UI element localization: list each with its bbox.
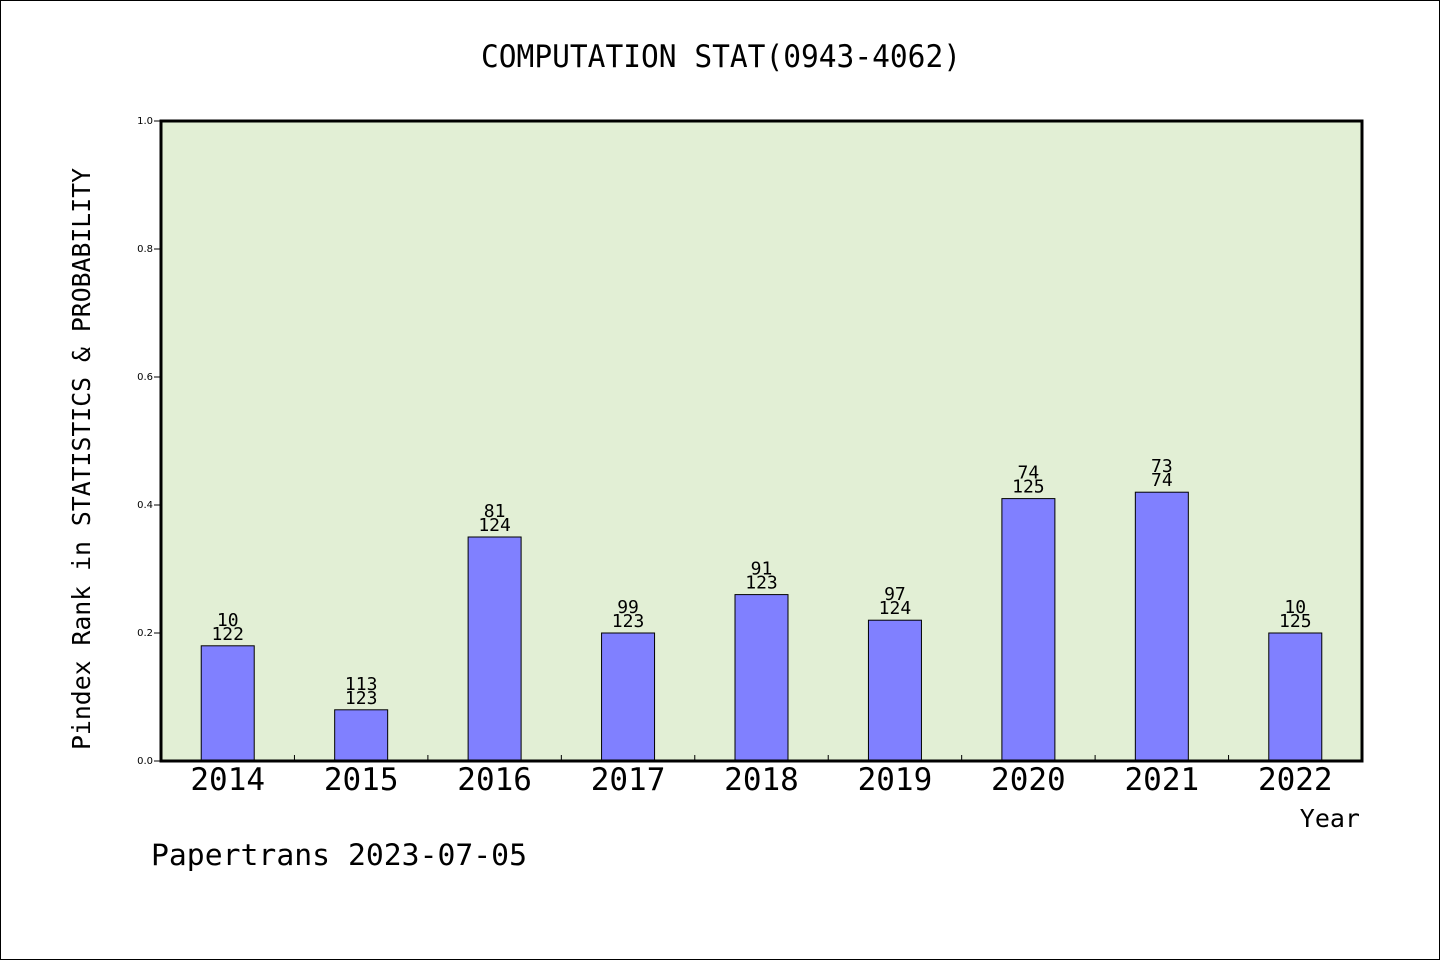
- x-tick-label: 2019: [858, 762, 933, 798]
- x-tick-label: 2022: [1258, 762, 1333, 798]
- footer-text: Papertrans 2023-07-05: [151, 838, 527, 872]
- bar-rank-label: 74: [1018, 463, 1040, 484]
- bar-2014: [200, 645, 255, 762]
- chart-title: COMPUTATION STAT(0943-4062): [481, 39, 961, 75]
- bar-rank-label: 10: [217, 610, 239, 631]
- bar-2019: [867, 619, 922, 762]
- bars-group: 1012211312381124991239112397124741257374…: [200, 456, 1323, 762]
- x-tick-label: 2020: [991, 762, 1066, 798]
- bar-total-label: 124: [478, 515, 511, 536]
- y-axis: 0.0 0.2 0.4 0.6 0.8 1.0: [137, 116, 161, 767]
- bar-2018: [734, 594, 789, 762]
- bar-2021: [1134, 491, 1189, 762]
- bar-2020: [1001, 498, 1056, 762]
- y-tick-label: 0.6: [137, 372, 153, 383]
- bar-rank-label: 97: [884, 584, 906, 605]
- bar-total-label: 123: [612, 611, 645, 632]
- y-tick-label: 1.0: [137, 116, 153, 127]
- x-tick-label: 2017: [591, 762, 666, 798]
- bar-total-label: 123: [745, 573, 778, 594]
- y-tick-label: 0.8: [137, 244, 153, 255]
- bar-total-label: 124: [879, 598, 912, 619]
- bar-total-label: 125: [1279, 611, 1312, 632]
- bar-2016: [467, 536, 522, 762]
- x-tick-label: 2014: [190, 762, 265, 798]
- bar-2017: [601, 632, 656, 762]
- x-tick-label: 2021: [1125, 762, 1200, 798]
- y-axis-label: Pindex Rank in STATISTICS & PROBABILITY: [67, 168, 96, 750]
- bar-2022: [1268, 632, 1323, 762]
- bar-total-label: 123: [345, 688, 378, 709]
- bar-2015: [334, 709, 389, 762]
- y-tick-label: 0.4: [137, 500, 153, 511]
- y-tick-label: 0.2: [137, 628, 153, 639]
- bar-rank-label: 81: [484, 501, 506, 522]
- x-tick-label: 2016: [457, 762, 532, 798]
- x-axis: 2014 2015 2016 2017 2018 2019 2020 2021 2022: [190, 755, 1333, 798]
- bar-rank-label: 113: [345, 674, 378, 695]
- bar-total-label: 122: [211, 624, 244, 645]
- bar-total-label: 125: [1012, 477, 1045, 498]
- plot-border: [159, 119, 1364, 763]
- x-tick-label: 2018: [724, 762, 799, 798]
- bar-total-label: 74: [1151, 470, 1173, 491]
- bar-rank-label: 10: [1284, 597, 1306, 618]
- x-axis-label: Year: [1300, 804, 1360, 833]
- bar-rank-label: 99: [617, 597, 639, 618]
- x-tick-label: 2015: [324, 762, 399, 798]
- bar-rank-label: 73: [1151, 456, 1173, 477]
- y-tick-label: 0.0: [137, 756, 153, 767]
- bar-rank-label: 91: [751, 559, 773, 580]
